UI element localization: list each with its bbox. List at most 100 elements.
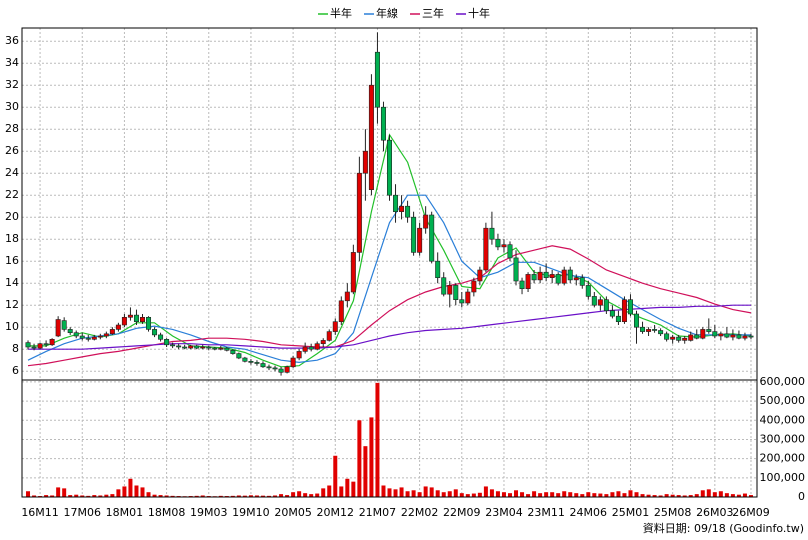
x-tick-label: 25M08	[654, 506, 692, 519]
candle-body	[513, 257, 519, 282]
volume-tick-label: 100,000	[760, 471, 806, 484]
volume-bar	[230, 495, 235, 497]
candle-body	[374, 51, 380, 108]
candle-body	[652, 329, 658, 331]
volume-bar	[405, 491, 410, 497]
candle-body	[332, 321, 338, 332]
volume-bar	[164, 495, 169, 497]
volume-bar	[417, 492, 422, 497]
candle-body	[730, 334, 736, 338]
volume-bar	[80, 495, 85, 497]
volume-bar	[56, 487, 61, 497]
volume-bar	[622, 493, 627, 497]
x-tick-label: 19M10	[232, 506, 270, 519]
y-tick-label: 32	[5, 78, 19, 91]
candle-body	[37, 343, 43, 349]
ma-line	[27, 245, 752, 367]
volume-bar	[254, 495, 259, 497]
volume-tick-label: 600,000	[760, 375, 806, 388]
candle-body	[724, 333, 730, 338]
candle-body	[121, 316, 127, 326]
candle-body	[91, 336, 97, 340]
volume-bar	[315, 493, 320, 497]
candle-body	[236, 353, 242, 359]
candle-body	[429, 214, 435, 262]
volume-bar	[333, 455, 338, 497]
volume-bar	[92, 495, 97, 497]
candle-body	[748, 335, 754, 338]
candle-body	[242, 357, 248, 362]
volume-bar	[50, 495, 55, 497]
volume-bar	[110, 494, 115, 497]
candle-body	[164, 338, 170, 346]
candle-body	[531, 274, 537, 281]
x-tick-label: 25M01	[612, 506, 650, 519]
volume-bar	[44, 495, 49, 497]
volume-bar	[218, 495, 223, 497]
candle-body	[206, 346, 212, 349]
candle-body	[248, 360, 254, 363]
y-tick-label: 14	[5, 276, 19, 289]
candle-body	[356, 172, 362, 253]
legend-label: 十年	[468, 6, 490, 20]
candle-body	[579, 277, 585, 286]
candle-body	[399, 205, 405, 212]
volume-bar	[477, 492, 482, 497]
candle-body	[308, 346, 314, 350]
volume-bar	[194, 495, 199, 497]
volume-bar	[471, 493, 476, 497]
candle-body	[477, 269, 483, 282]
volume-bar	[495, 491, 500, 497]
volume-bar	[501, 492, 506, 497]
volume-bar	[694, 494, 699, 497]
candle-body	[453, 285, 459, 300]
candle-body	[146, 316, 152, 330]
volume-bar	[670, 494, 675, 497]
volume-bar	[279, 494, 284, 497]
volume-bar	[568, 492, 573, 497]
volume-bar	[604, 494, 609, 497]
candle-body	[736, 334, 742, 339]
x-tick-label: 23M11	[527, 506, 565, 519]
x-tick-label: 18M01	[106, 506, 144, 519]
candle-body	[742, 335, 748, 339]
volume-frame	[21, 379, 758, 498]
x-tick-label: 18M08	[148, 506, 186, 519]
candle-body	[423, 214, 429, 229]
candle-body	[501, 244, 507, 248]
candle-body	[646, 329, 652, 332]
volume-bar	[267, 495, 272, 497]
candle-body	[350, 252, 356, 293]
candle-body	[188, 345, 194, 349]
volume-bar	[285, 495, 290, 497]
volume-bar	[526, 494, 531, 497]
volume-bar	[303, 493, 308, 497]
candle-body	[31, 346, 37, 349]
candle-body	[609, 310, 615, 317]
volume-bar	[158, 495, 163, 497]
volume-bar	[562, 491, 567, 497]
candle-body	[688, 334, 694, 341]
volume-bar	[273, 495, 278, 497]
volume-bar	[616, 491, 621, 497]
volume-bar	[236, 495, 241, 497]
y-tick-label: 20	[5, 210, 19, 223]
volume-bar	[32, 495, 37, 497]
volume-bar	[297, 491, 302, 497]
candle-body	[55, 319, 61, 337]
volume-tick-label: 200,000	[760, 452, 806, 465]
candle-body	[585, 285, 591, 297]
candle-body	[152, 329, 158, 336]
candle-body	[290, 357, 296, 368]
candle-body	[615, 315, 621, 323]
candle-body	[640, 326, 646, 332]
volume-bar	[610, 492, 615, 497]
candle-body	[326, 331, 332, 341]
volume-bar	[514, 490, 519, 497]
volume-bar	[592, 493, 597, 497]
volume-bar	[724, 493, 729, 497]
volume-bar	[538, 493, 543, 497]
candle-body	[278, 368, 284, 373]
volume-bar	[580, 494, 585, 497]
x-tick-label: 26M03	[696, 506, 734, 519]
